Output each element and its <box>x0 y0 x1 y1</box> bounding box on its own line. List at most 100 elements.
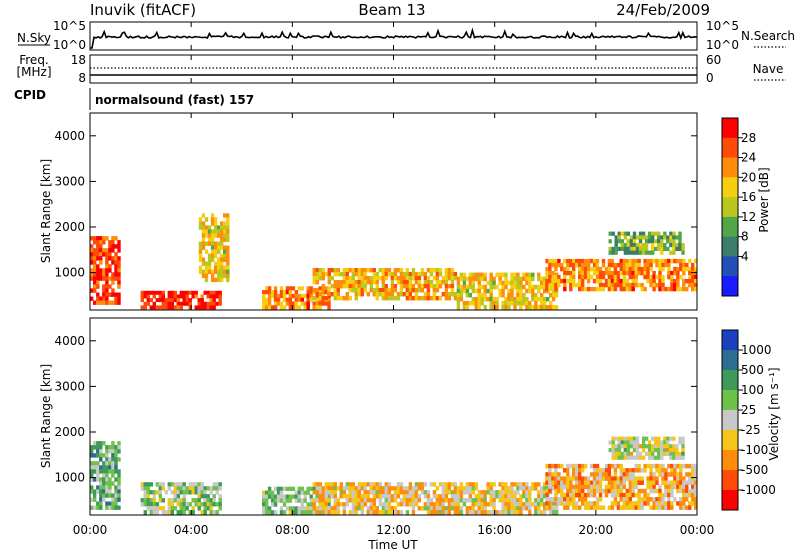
power-cell-2 <box>223 257 227 262</box>
power-cell-4 <box>420 284 425 289</box>
power-cell-3 <box>306 290 310 295</box>
power-cell-6 <box>566 266 570 272</box>
power-cell-4 <box>333 284 337 289</box>
power-cell-0 <box>114 268 118 273</box>
velocity-cell-3 <box>375 486 379 491</box>
velocity-cell-1 <box>152 490 156 495</box>
velocity-cell-3 <box>372 498 376 503</box>
velocity-cell-5 <box>554 488 558 494</box>
power-cell-5 <box>465 305 470 310</box>
power-cell-4 <box>444 272 449 277</box>
velocity-cell-3 <box>447 498 452 503</box>
velocity-cell-3 <box>330 490 334 495</box>
power-cell-6 <box>581 278 585 284</box>
velocity-cell-5 <box>649 468 653 473</box>
power-cell-6 <box>589 286 594 292</box>
velocity-cell-5 <box>589 463 594 469</box>
power-cell-7 <box>654 239 658 244</box>
velocity-cell-3 <box>348 490 352 495</box>
velocity-cell-0 <box>96 501 100 506</box>
power-cell-7 <box>632 250 637 255</box>
power-cell-4 <box>315 292 319 297</box>
velocity-cell-4 <box>498 482 502 487</box>
velocity-cell-6 <box>666 440 670 445</box>
velocity-cell-0 <box>90 461 94 466</box>
power-cell-4 <box>375 272 379 277</box>
power-cell-3 <box>267 301 272 306</box>
power-cell-7 <box>608 246 612 251</box>
power-cell-3 <box>294 301 298 306</box>
power-cell-5 <box>546 296 550 302</box>
power-cell-7 <box>620 246 624 251</box>
velocity-cell-6 <box>617 451 621 456</box>
power-cell-6 <box>583 262 588 268</box>
power-cell-4 <box>342 272 346 277</box>
power-cell-6 <box>628 286 632 292</box>
power-cell-5 <box>513 301 517 306</box>
power-cell-6 <box>557 282 561 288</box>
velocity-cell-4 <box>543 486 547 491</box>
velocity-colorbar-segment <box>722 450 738 471</box>
velocity-cell-5 <box>679 480 683 485</box>
power-cell-4 <box>351 276 355 281</box>
velocity-cell-5 <box>622 480 626 485</box>
power-cell-5 <box>537 305 541 310</box>
velocity-cell-3 <box>435 506 440 511</box>
power-cell-0 <box>93 236 97 241</box>
velocity-cell-3 <box>393 498 398 503</box>
power-cell-6 <box>679 286 683 292</box>
velocity-cell-5 <box>592 468 597 473</box>
power-cell-3 <box>285 297 290 302</box>
velocity-cell-6 <box>635 444 640 449</box>
velocity-cell-2 <box>279 510 284 515</box>
power-cell-0 <box>111 248 115 253</box>
velocity-cell-3 <box>426 502 431 507</box>
power-cell-2 <box>223 269 227 275</box>
velocity-cell-3 <box>411 510 416 515</box>
power-cell-5 <box>507 305 511 310</box>
velocity-cell-0 <box>111 497 115 502</box>
power-cell-4 <box>435 268 440 273</box>
velocity-cell-5 <box>649 505 653 510</box>
power-cell-2 <box>204 269 209 275</box>
power-cell-6 <box>622 266 626 272</box>
velocity-cell-4 <box>480 502 484 507</box>
power-cell-5 <box>549 292 553 298</box>
velocity-cell-5 <box>652 501 656 506</box>
power-cell-2 <box>213 241 218 246</box>
velocity-cell-0 <box>90 449 94 454</box>
velocity-cell-0 <box>99 481 103 486</box>
velocity-cell-5 <box>619 488 623 494</box>
power-cell-7 <box>669 250 673 255</box>
power-cell-4 <box>432 292 437 297</box>
velocity-cell-2 <box>315 494 319 499</box>
power-cell-2 <box>217 257 221 262</box>
velocity-cell-5 <box>682 505 686 510</box>
velocity-cell-0 <box>111 457 115 462</box>
power-cell-4 <box>336 272 340 277</box>
power-ytick-label: 1000 <box>54 266 85 280</box>
power-cell-0 <box>102 292 106 297</box>
velocity-cell-3 <box>336 506 340 511</box>
velocity-cell-4 <box>519 494 523 499</box>
velocity-cell-3 <box>447 510 452 515</box>
velocity-cell-3 <box>357 502 361 507</box>
power-cell-6 <box>598 266 603 272</box>
velocity-cell-6 <box>611 455 615 460</box>
power-cell-6 <box>589 274 594 280</box>
velocity-cell-3 <box>435 486 440 491</box>
power-cell-1 <box>215 290 219 295</box>
velocity-cell-5 <box>569 476 573 481</box>
velocity-cell-5 <box>613 501 618 506</box>
velocity-cell-5 <box>661 501 665 506</box>
power-cell-2 <box>213 277 218 283</box>
power-cell-6 <box>685 266 689 272</box>
velocity-cell-3 <box>441 486 446 491</box>
velocity-cell-4 <box>501 486 505 491</box>
power-cell-4 <box>387 288 392 293</box>
velocity-cell-1 <box>146 502 150 507</box>
velocity-cell-2 <box>297 498 301 503</box>
power-cell-4 <box>393 276 398 281</box>
power-cell-6 <box>554 274 558 280</box>
velocity-cell-3 <box>324 494 328 499</box>
